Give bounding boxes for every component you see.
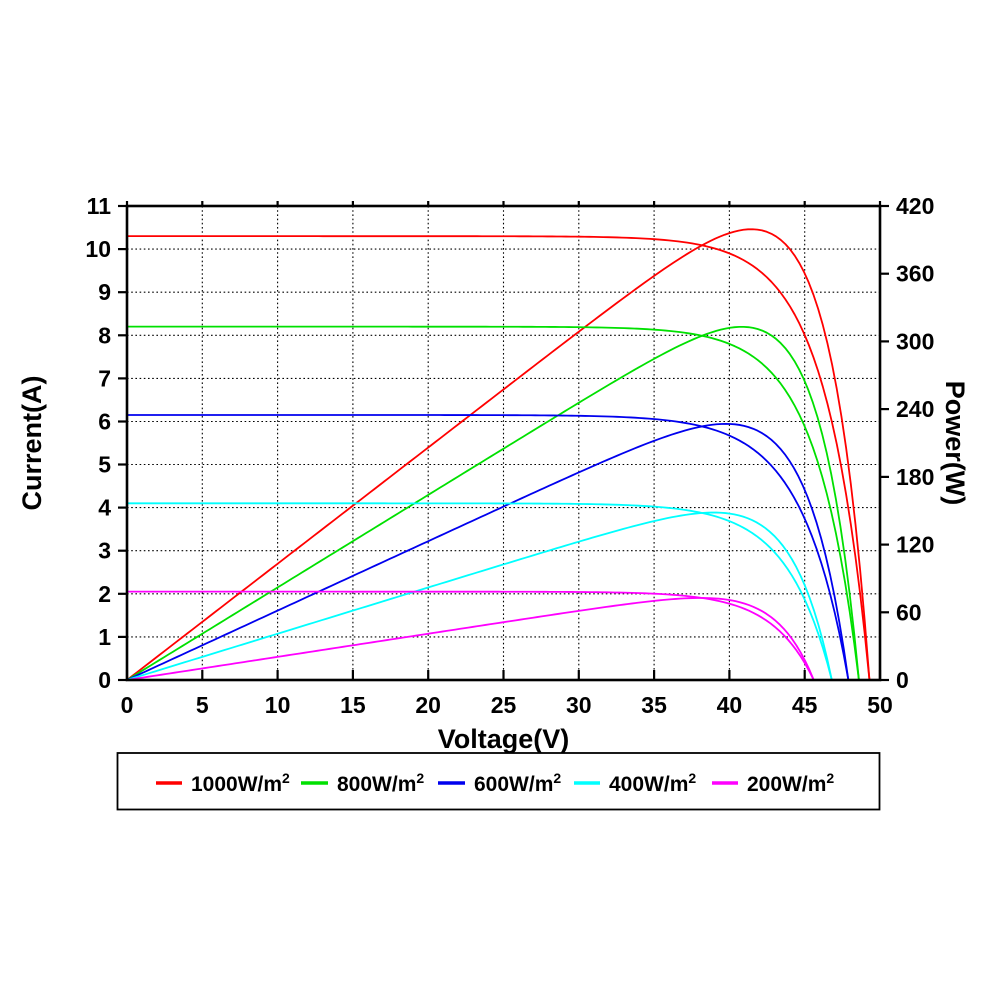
svg-text:25: 25 bbox=[491, 692, 517, 718]
svg-text:400W/m2: 400W/m2 bbox=[609, 770, 696, 796]
svg-text:10: 10 bbox=[85, 236, 111, 262]
svg-text:0: 0 bbox=[121, 692, 134, 718]
svg-text:6: 6 bbox=[98, 409, 111, 435]
svg-text:200W/m2: 200W/m2 bbox=[747, 770, 834, 796]
svg-text:240: 240 bbox=[896, 396, 934, 422]
svg-text:60: 60 bbox=[896, 599, 922, 625]
svg-text:4: 4 bbox=[98, 495, 111, 521]
svg-text:35: 35 bbox=[641, 692, 667, 718]
svg-text:11: 11 bbox=[87, 193, 112, 219]
svg-text:Current(A): Current(A) bbox=[17, 376, 47, 511]
svg-text:Power(W): Power(W) bbox=[940, 381, 970, 506]
svg-text:5: 5 bbox=[98, 452, 111, 478]
svg-text:120: 120 bbox=[896, 532, 934, 558]
svg-text:300: 300 bbox=[896, 328, 934, 354]
svg-text:5: 5 bbox=[196, 692, 209, 718]
svg-text:420: 420 bbox=[896, 193, 934, 219]
svg-text:10: 10 bbox=[265, 692, 291, 718]
svg-text:360: 360 bbox=[896, 261, 934, 287]
svg-text:0: 0 bbox=[98, 667, 111, 693]
svg-text:30: 30 bbox=[566, 692, 592, 718]
svg-text:1000W/m2: 1000W/m2 bbox=[191, 770, 290, 796]
svg-text:40: 40 bbox=[717, 692, 743, 718]
svg-text:7: 7 bbox=[98, 365, 111, 391]
svg-text:45: 45 bbox=[792, 692, 818, 718]
svg-text:20: 20 bbox=[415, 692, 441, 718]
svg-text:600W/m2: 600W/m2 bbox=[474, 770, 561, 796]
svg-text:8: 8 bbox=[98, 322, 111, 348]
svg-text:1: 1 bbox=[98, 624, 111, 650]
svg-text:3: 3 bbox=[98, 538, 111, 564]
svg-text:50: 50 bbox=[867, 692, 893, 718]
svg-text:2: 2 bbox=[98, 581, 111, 607]
svg-text:0: 0 bbox=[896, 667, 909, 693]
svg-text:800W/m2: 800W/m2 bbox=[337, 770, 424, 796]
svg-text:9: 9 bbox=[98, 279, 111, 305]
svg-text:180: 180 bbox=[896, 464, 934, 490]
svg-text:15: 15 bbox=[340, 692, 366, 718]
svg-text:Voltage(V): Voltage(V) bbox=[438, 724, 570, 754]
